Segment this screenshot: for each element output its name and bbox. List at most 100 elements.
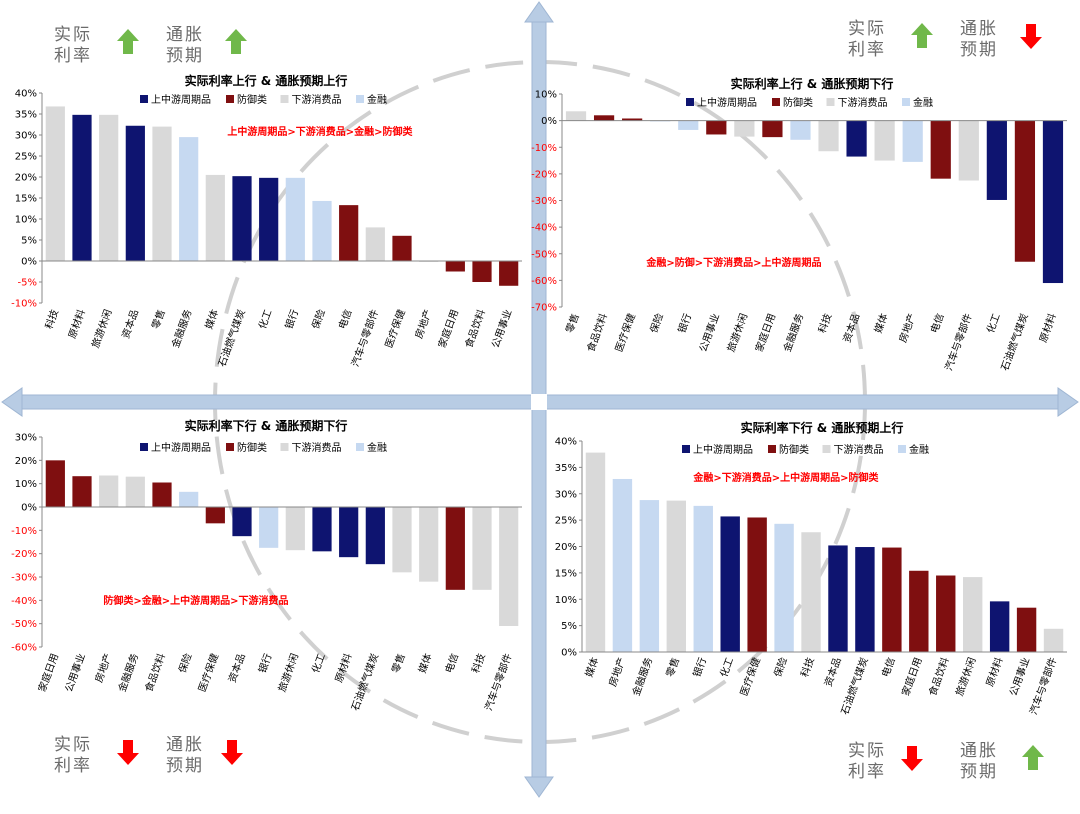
y-tick-label: -30% (11, 573, 37, 584)
bar-化工 (986, 120, 1007, 200)
axis-arrow-right (1057, 387, 1079, 417)
bar-医疗保健 (747, 517, 767, 652)
bar-零售 (565, 111, 587, 121)
inflation-label-top: 通胀 (166, 735, 204, 755)
x-tick-label: 电信 (928, 312, 947, 335)
x-tick-label: 旅游休闲 (275, 652, 301, 694)
legend-label: 下游消费品 (292, 441, 342, 454)
rate-label-bottom: 利率 (848, 40, 886, 60)
x-tick-label: 房地产 (412, 308, 434, 341)
bar-科技 (818, 120, 839, 152)
y-tick-label: -5% (18, 278, 37, 289)
legend-label: 下游消费品 (834, 443, 884, 456)
x-tick-label: 保险 (771, 656, 790, 679)
bar-媒体 (585, 452, 606, 652)
bar-资本品 (125, 125, 145, 261)
x-tick-label: 石油燃气煤炭 (838, 656, 871, 717)
bar-电信 (445, 507, 465, 590)
x-tick-label: 家庭日用 (435, 308, 461, 350)
y-tick-label: 0% (561, 648, 577, 659)
bar-汽车与零部件 (499, 507, 519, 626)
x-tick-label: 公用事业 (696, 312, 722, 354)
y-tick-label: -40% (11, 596, 37, 607)
bar-原材料 (989, 601, 1010, 652)
y-tick-label: -50% (11, 619, 37, 630)
x-tick-label: 化工 (717, 656, 736, 679)
y-tick-label: -60% (11, 643, 37, 654)
legend-swatch (822, 445, 831, 453)
rate-label-bottom: 利率 (848, 762, 886, 782)
x-tick-label: 银行 (690, 656, 709, 679)
y-tick-label: -10% (11, 299, 37, 310)
x-tick-label: 家庭日用 (899, 656, 925, 698)
x-tick-label: 原材料 (65, 308, 87, 341)
bar-银行 (285, 177, 305, 261)
x-tick-label: 公用事业 (489, 308, 515, 350)
x-tick-label: 零售 (389, 652, 408, 675)
x-tick-label: 零售 (563, 312, 582, 335)
rate-label-top: 实际 (848, 741, 886, 761)
x-tick-label: 食品饮料 (462, 308, 488, 350)
x-tick-label: 食品饮料 (142, 652, 168, 694)
x-tick-label: 保险 (647, 312, 666, 335)
bar-资本品 (232, 507, 252, 537)
legend-swatch (356, 95, 364, 103)
x-tick-label: 电信 (335, 308, 354, 331)
y-tick-label: 30% (15, 433, 37, 444)
legend-label: 下游消费品 (292, 93, 342, 106)
bar-房地产 (902, 120, 923, 162)
y-tick-label: -20% (531, 169, 557, 180)
x-tick-label: 汽车与零部件 (1027, 656, 1060, 717)
rate-down-arrow-icon (901, 746, 923, 771)
x-tick-label: 资本品 (225, 652, 247, 685)
x-tick-label: 汽车与零部件 (942, 312, 975, 373)
inflation-label-bottom: 预期 (166, 46, 204, 66)
quadrant-label-q3: 实际利率 通胀预期 (54, 735, 243, 776)
inflation-label-top: 通胀 (960, 741, 998, 761)
bar-媒体 (874, 120, 895, 161)
x-tick-label: 化工 (255, 308, 274, 331)
y-tick-label: -30% (531, 196, 557, 207)
x-tick-label: 医疗保健 (612, 312, 638, 354)
bar-电信 (882, 547, 902, 652)
bar-食品饮料 (936, 575, 956, 652)
rate-label-top: 实际 (848, 19, 886, 39)
x-tick-label: 科技 (42, 308, 61, 331)
y-tick-label: -60% (531, 276, 557, 287)
y-tick-label: 35% (555, 463, 577, 474)
legend-swatch (826, 98, 835, 106)
y-tick-label: 10% (15, 479, 37, 490)
x-tick-label: 零售 (663, 656, 682, 679)
legend-swatch (682, 445, 690, 453)
inflation-label-bottom: 预期 (166, 756, 204, 776)
y-tick-label: 5% (21, 236, 37, 247)
inflation-down-arrow-icon (1020, 24, 1042, 49)
rate-up-arrow-icon (117, 29, 139, 54)
legend-label: 金融 (367, 441, 387, 454)
bar-资本品 (846, 120, 867, 157)
bar-媒体 (419, 507, 439, 582)
axis-center (531, 394, 547, 410)
legend-swatch (902, 98, 910, 106)
x-tick-label: 房地产 (606, 656, 628, 689)
bar-科技 (472, 507, 492, 590)
bar-房地产 (612, 478, 633, 652)
y-tick-label: -20% (11, 549, 37, 560)
bar-医疗保健 (392, 235, 412, 261)
y-tick-label: -10% (11, 526, 37, 537)
inflation-up-arrow-icon (225, 29, 247, 54)
x-tick-label: 金融服务 (115, 652, 141, 694)
y-tick-label: -70% (531, 303, 557, 314)
chart-1: 40% 35% 30% 25% 20% 15% 10% 5% 0% -5% -10% 科技 原材料 旅游休… (11, 73, 522, 368)
bar-化工 (720, 516, 740, 652)
legend-label: 金融 (909, 443, 929, 456)
y-tick-label: -40% (531, 223, 557, 234)
y-tick-label: 25% (15, 152, 37, 163)
x-tick-label: 零售 (149, 308, 168, 331)
x-tick-label: 科技 (798, 656, 817, 679)
bar-房地产 (99, 475, 119, 507)
bar-汽车与零部件 (365, 227, 385, 261)
legend-swatch (356, 443, 364, 451)
